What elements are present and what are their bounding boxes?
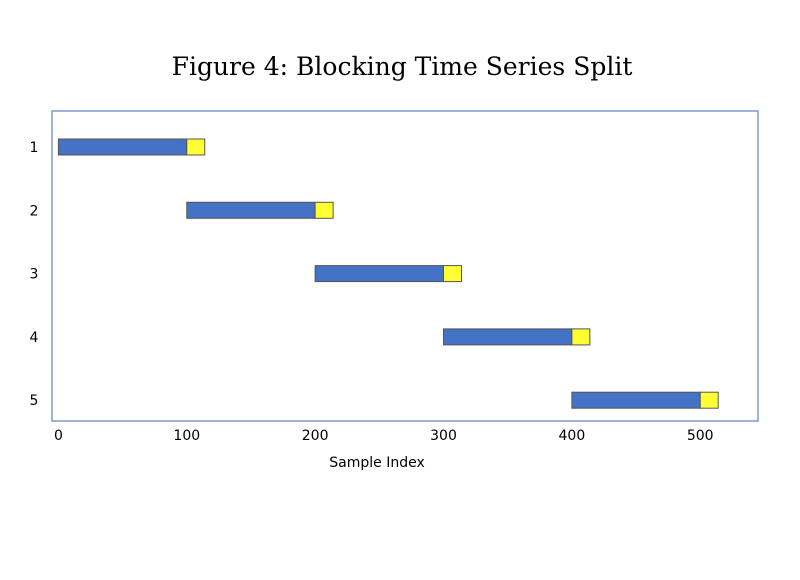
- test-bar-4: [571, 328, 591, 346]
- test-bar-5: [699, 391, 719, 409]
- train-bar-5: [571, 391, 701, 409]
- x-tick-label-500: 500: [687, 428, 714, 444]
- x-tick-label-100: 100: [173, 428, 200, 444]
- y-tick-label-3: 3: [30, 267, 39, 283]
- train-bar-1: [57, 138, 188, 156]
- train-bar-3: [314, 265, 445, 283]
- x-tick-label-300: 300: [430, 428, 457, 444]
- y-tick-label-2: 2: [30, 203, 39, 219]
- plot-frame: [51, 110, 759, 422]
- x-tick-label-0: 0: [54, 428, 63, 444]
- train-bar-2: [186, 201, 316, 219]
- y-tick-label-5: 5: [30, 393, 39, 409]
- test-bar-1: [186, 138, 206, 156]
- x-axis-label: Sample Index: [329, 455, 424, 471]
- y-tick-label-1: 1: [30, 140, 39, 156]
- test-bar-2: [314, 201, 334, 219]
- train-bar-4: [443, 328, 573, 346]
- x-tick-label-200: 200: [302, 428, 329, 444]
- y-tick-label-4: 4: [30, 330, 39, 346]
- test-bar-3: [443, 265, 462, 283]
- x-tick-label-400: 400: [559, 428, 586, 444]
- chart-title: Figure 4: Blocking Time Series Split: [172, 52, 633, 81]
